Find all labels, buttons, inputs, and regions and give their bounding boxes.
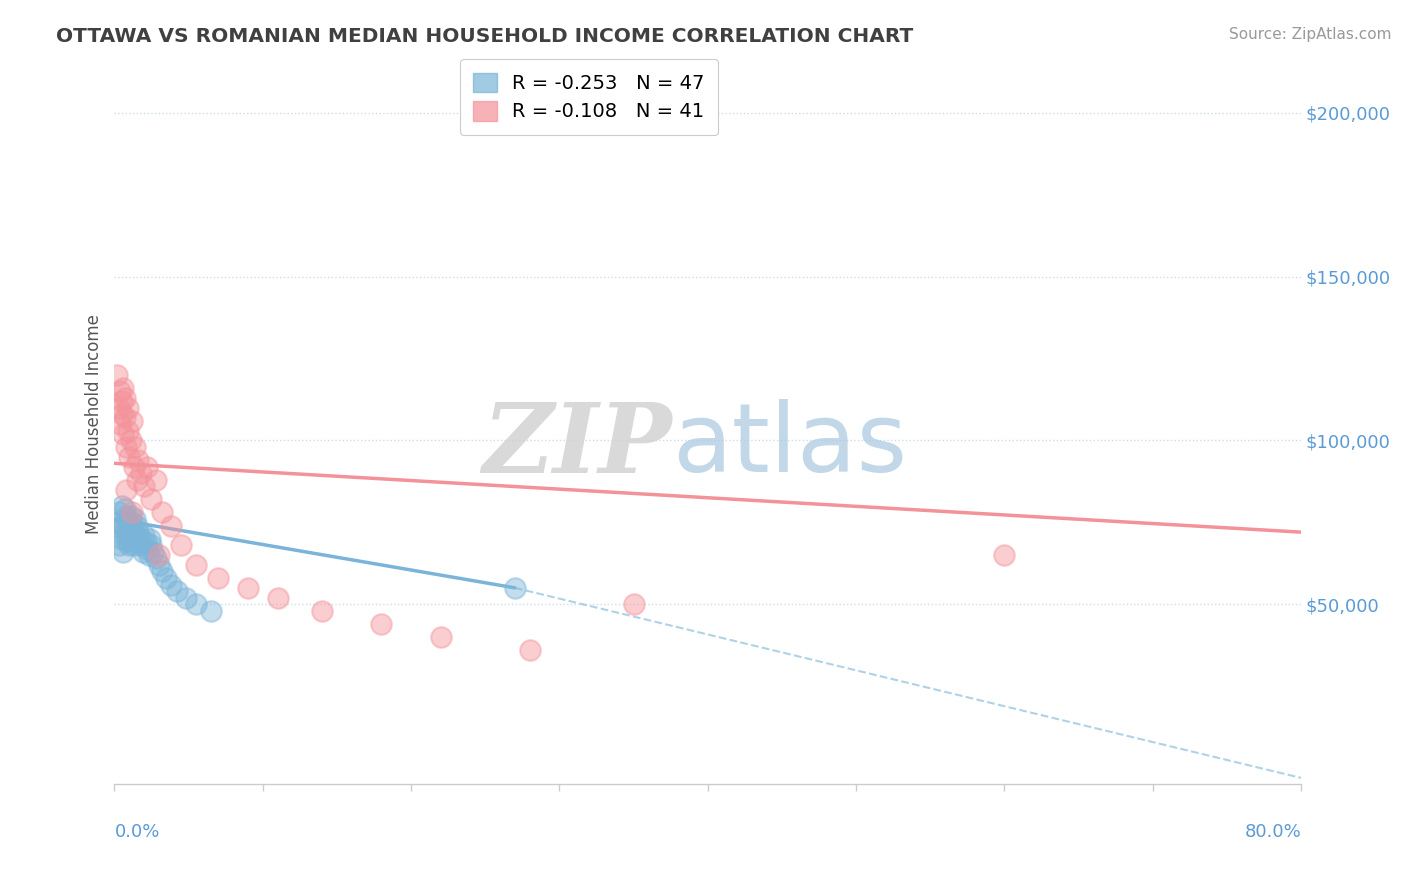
Point bbox=[125, 518, 148, 533]
Point bbox=[112, 381, 135, 395]
Point bbox=[110, 516, 132, 530]
Point bbox=[121, 414, 143, 428]
Point bbox=[170, 538, 193, 552]
Point bbox=[155, 571, 177, 585]
Point bbox=[117, 424, 139, 438]
Point bbox=[115, 483, 138, 497]
Point bbox=[118, 538, 141, 552]
Point bbox=[117, 535, 139, 549]
Point bbox=[519, 643, 541, 657]
Point bbox=[124, 440, 146, 454]
Y-axis label: Median Household Income: Median Household Income bbox=[86, 314, 103, 534]
Point bbox=[145, 473, 167, 487]
Point bbox=[200, 604, 222, 618]
Point bbox=[129, 466, 152, 480]
Point bbox=[429, 630, 451, 644]
Text: OTTAWA VS ROMANIAN MEDIAN HOUSEHOLD INCOME CORRELATION CHART: OTTAWA VS ROMANIAN MEDIAN HOUSEHOLD INCO… bbox=[56, 27, 914, 45]
Point bbox=[266, 591, 288, 605]
Point bbox=[117, 401, 139, 415]
Point bbox=[503, 581, 526, 595]
Point bbox=[111, 394, 134, 409]
Point bbox=[129, 538, 152, 552]
Text: 0.0%: 0.0% bbox=[114, 823, 160, 841]
Point bbox=[184, 558, 207, 572]
Point bbox=[118, 450, 141, 464]
Point bbox=[148, 558, 170, 572]
Point bbox=[141, 492, 163, 507]
Point bbox=[111, 532, 134, 546]
Point bbox=[132, 479, 155, 493]
Point bbox=[150, 565, 173, 579]
Point bbox=[135, 535, 157, 549]
Point bbox=[141, 538, 163, 552]
Point bbox=[114, 410, 136, 425]
Point bbox=[121, 506, 143, 520]
Point bbox=[118, 518, 141, 533]
Text: Source: ZipAtlas.com: Source: ZipAtlas.com bbox=[1229, 27, 1392, 42]
Point bbox=[145, 551, 167, 566]
Point bbox=[127, 525, 149, 540]
Point bbox=[125, 473, 148, 487]
Point bbox=[122, 459, 145, 474]
Text: ZIP: ZIP bbox=[482, 399, 672, 492]
Point bbox=[114, 522, 136, 536]
Point bbox=[112, 426, 135, 441]
Point bbox=[120, 525, 142, 540]
Point bbox=[122, 538, 145, 552]
Point bbox=[136, 459, 159, 474]
Point bbox=[159, 577, 181, 591]
Point bbox=[370, 616, 392, 631]
Point bbox=[993, 548, 1015, 562]
Point bbox=[127, 453, 149, 467]
Point bbox=[207, 571, 229, 585]
Point bbox=[184, 597, 207, 611]
Point bbox=[117, 512, 139, 526]
Point bbox=[166, 584, 188, 599]
Text: 80.0%: 80.0% bbox=[1244, 823, 1301, 841]
Point bbox=[108, 506, 131, 520]
Point bbox=[105, 525, 128, 540]
Point bbox=[115, 528, 138, 542]
Point bbox=[120, 434, 142, 448]
Point bbox=[108, 401, 131, 415]
Point bbox=[132, 528, 155, 542]
Point bbox=[115, 508, 138, 523]
Point bbox=[110, 384, 132, 399]
Point bbox=[150, 506, 173, 520]
Point bbox=[139, 532, 162, 546]
Point bbox=[131, 545, 153, 559]
Point bbox=[114, 391, 136, 405]
Point bbox=[136, 541, 159, 556]
Point bbox=[121, 516, 143, 530]
Point bbox=[142, 545, 165, 559]
Point bbox=[128, 532, 150, 546]
Point bbox=[122, 522, 145, 536]
Point bbox=[124, 512, 146, 526]
Point bbox=[120, 508, 142, 523]
Point bbox=[121, 532, 143, 546]
Point bbox=[159, 518, 181, 533]
Point bbox=[110, 417, 132, 431]
Point bbox=[112, 518, 135, 533]
Point bbox=[174, 591, 197, 605]
Point bbox=[105, 368, 128, 382]
Point bbox=[236, 581, 259, 595]
Point bbox=[124, 528, 146, 542]
Point bbox=[148, 548, 170, 562]
Point bbox=[114, 502, 136, 516]
Point bbox=[111, 499, 134, 513]
Point bbox=[115, 440, 138, 454]
Point bbox=[108, 538, 131, 552]
Point bbox=[125, 535, 148, 549]
Text: atlas: atlas bbox=[672, 399, 907, 492]
Legend: R = -0.253   N = 47, R = -0.108   N = 41: R = -0.253 N = 47, R = -0.108 N = 41 bbox=[460, 59, 718, 135]
Point bbox=[112, 545, 135, 559]
Point bbox=[311, 604, 333, 618]
Point bbox=[623, 597, 645, 611]
Point bbox=[138, 548, 160, 562]
Point bbox=[111, 407, 134, 421]
